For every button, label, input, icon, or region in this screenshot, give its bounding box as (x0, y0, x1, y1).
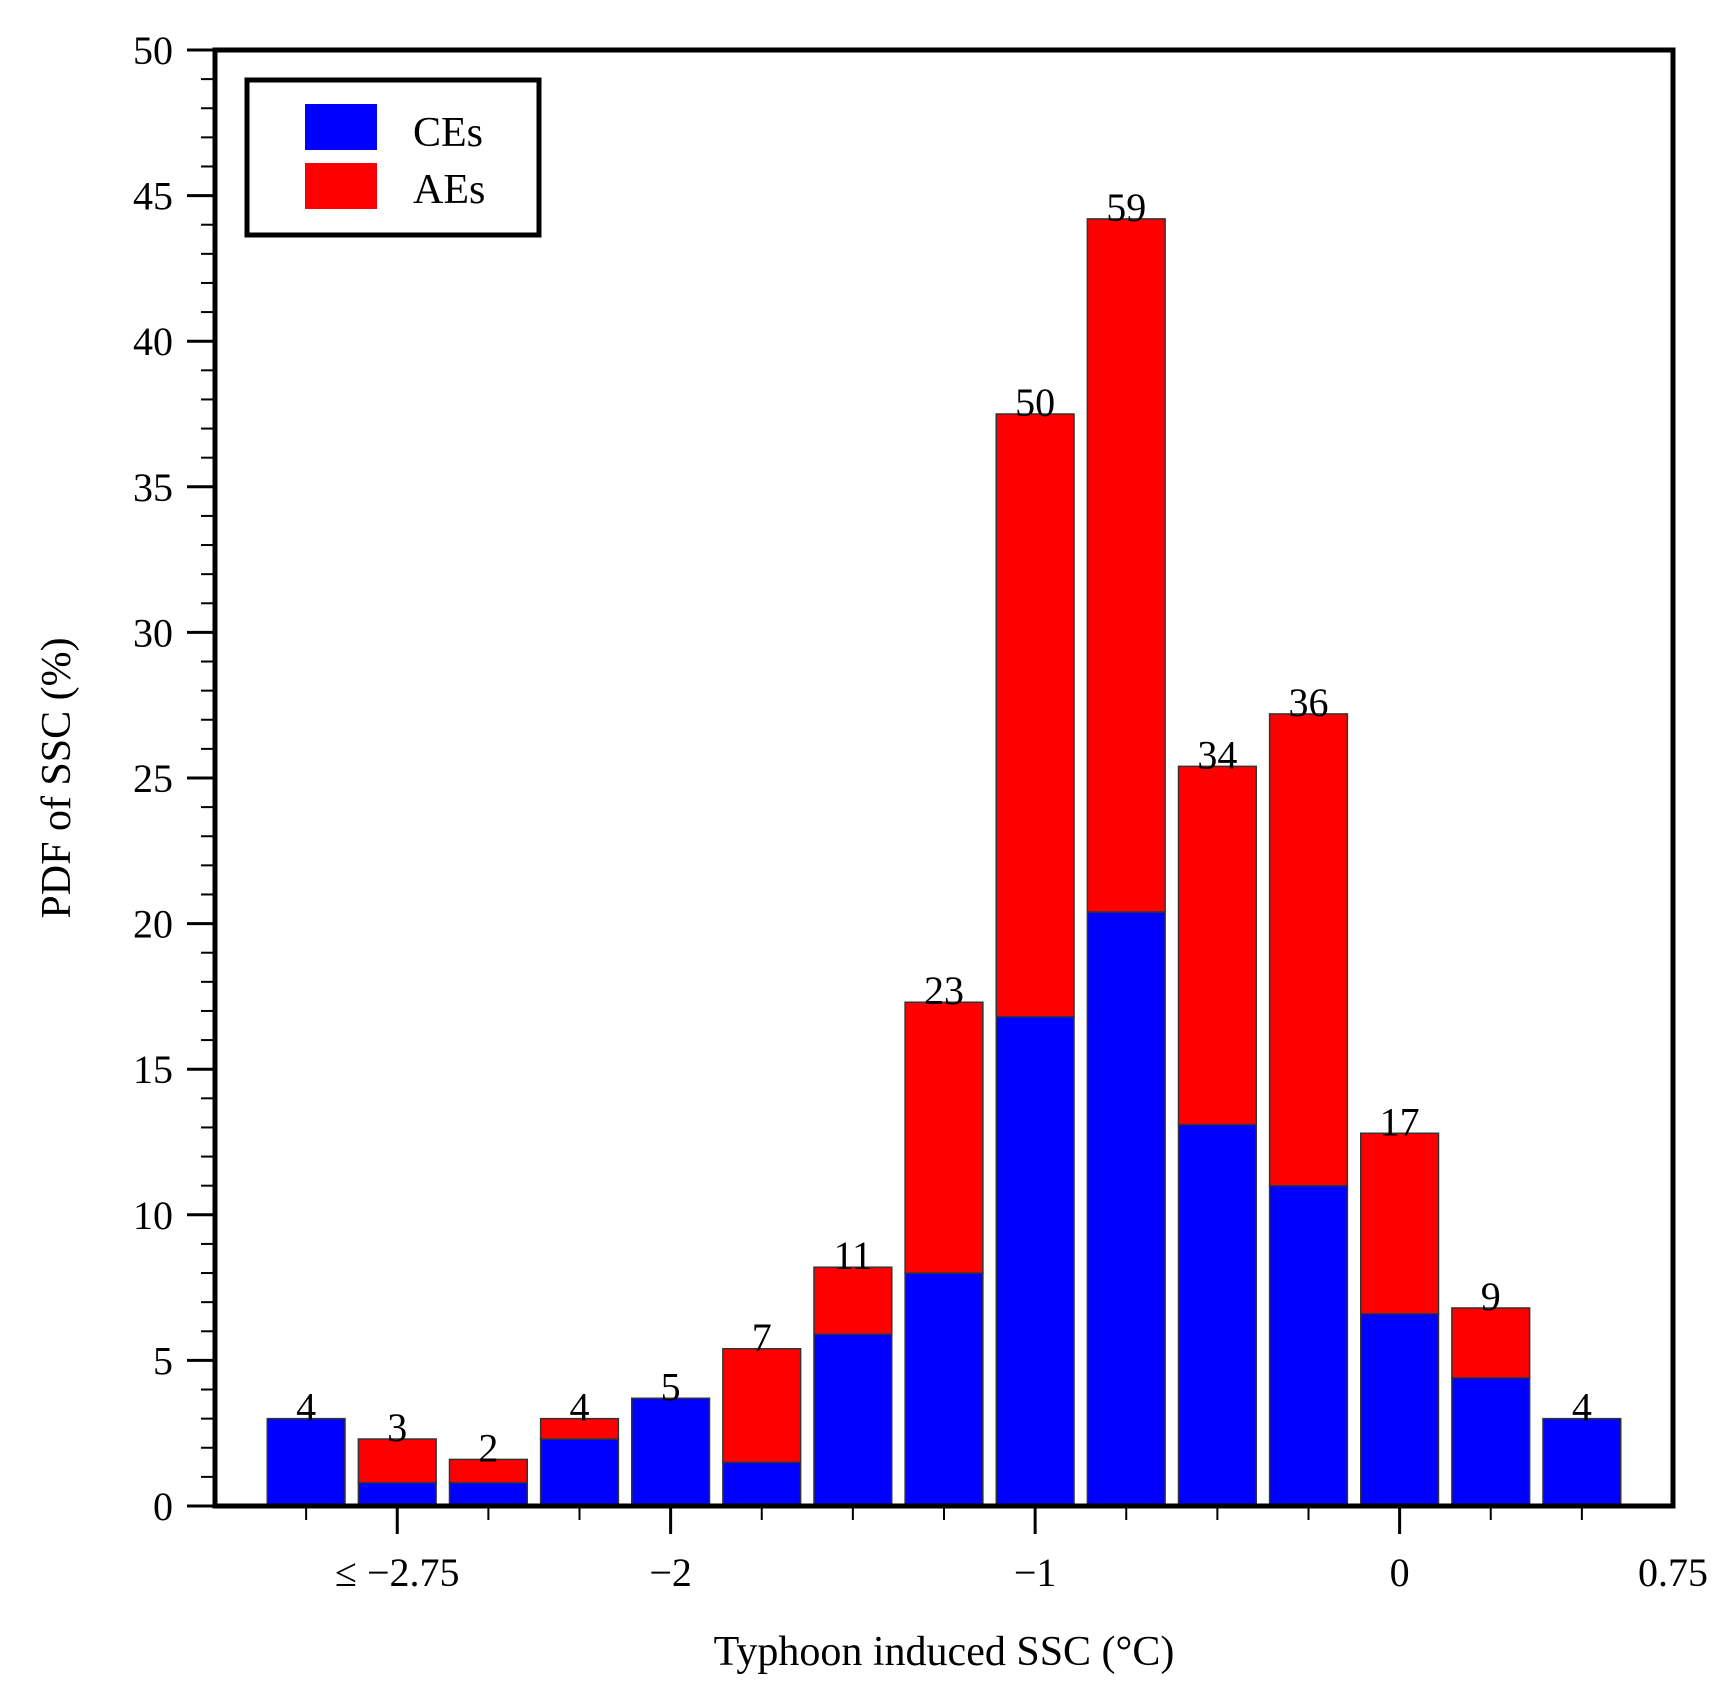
x-tick-label: ≤ −2.75 (335, 1550, 460, 1595)
bar-ces (266, 1417, 346, 1507)
x-tick-label: 0 (1390, 1550, 1410, 1595)
bar-count-label: 7 (752, 1315, 772, 1360)
bar-aes (995, 413, 1075, 1018)
bar-count-label: 4 (570, 1385, 590, 1430)
bar-count-label: 59 (1106, 185, 1146, 230)
x-axis-title: Typhoon induced SSC (°C) (714, 1629, 1175, 1675)
bar-ces (722, 1461, 802, 1507)
legend-label-aes: AEs (413, 167, 485, 213)
bar-count-label: 11 (834, 1233, 873, 1278)
y-tick-label: 15 (133, 1047, 173, 1092)
bar-ces (448, 1481, 529, 1507)
bar-count-label: 34 (1197, 732, 1237, 777)
y-tick-label: 45 (133, 174, 173, 219)
y-axis-ticks: 0 5 10 15 20 25 30 35 40 45 50 (133, 28, 215, 1529)
bar-ces (1177, 1123, 1258, 1507)
bar-count-label: 36 (1289, 680, 1329, 725)
x-tick-label: 0.75 (1638, 1550, 1708, 1595)
bar-ces (357, 1481, 437, 1507)
bar-aes (539, 1417, 620, 1440)
bar-count-label: 50 (1015, 380, 1055, 425)
plot-frame (212, 47, 1676, 1509)
legend-label-ces: CEs (413, 110, 483, 156)
bar-ces (1451, 1377, 1531, 1507)
y-tick-label: 20 (133, 902, 173, 947)
legend-swatch-aes (305, 163, 377, 209)
bar-ces (1359, 1313, 1440, 1507)
bar-aes (813, 1266, 893, 1335)
bar-count-label: 17 (1380, 1099, 1420, 1144)
y-tick-label: 0 (153, 1484, 173, 1529)
bar-ces (630, 1397, 711, 1507)
y-tick-label: 40 (133, 319, 173, 364)
legend-box (244, 77, 542, 238)
bar-count-label: 4 (296, 1385, 316, 1430)
bar-aes (1451, 1307, 1531, 1379)
bar-aes (1177, 765, 1258, 1126)
data-labels-group: 4 3 2 4 5 7 11 23 50 59 34 36 17 9 4 (296, 185, 1592, 1471)
bar-ces (539, 1438, 620, 1507)
bar-ces (1268, 1184, 1349, 1507)
bar-count-label: 9 (1481, 1274, 1501, 1319)
y-tick-label: 30 (133, 610, 173, 655)
y-tick-label: 10 (133, 1193, 173, 1238)
x-tick-label: −2 (649, 1550, 692, 1595)
bar-ces (1542, 1417, 1622, 1507)
bar-aes (1359, 1132, 1440, 1315)
bar-count-label: 3 (387, 1405, 407, 1450)
y-tick-label: 25 (133, 756, 173, 801)
bar-aes (904, 1001, 984, 1274)
x-tick-label: −1 (1014, 1550, 1057, 1595)
bar-count-label: 5 (661, 1364, 681, 1409)
bar-aes (357, 1438, 437, 1484)
bar-ces (813, 1333, 893, 1507)
legend: CEs AEs (244, 77, 542, 238)
y-axis-title: PDF of SSC (%) (34, 637, 80, 918)
bar-ces (1086, 911, 1166, 1507)
y-tick-label: 50 (133, 28, 173, 73)
bars-group (266, 218, 1622, 1507)
x-axis-ticks: ≤ −2.75 −2 −1 0 0.75 (305, 1506, 1708, 1595)
y-tick-label: 5 (153, 1338, 173, 1383)
bar-ces (904, 1272, 984, 1507)
bar-aes (722, 1348, 802, 1464)
legend-swatch-ces (305, 104, 377, 150)
bar-count-label: 2 (478, 1425, 498, 1470)
bar-aes (448, 1458, 529, 1484)
y-tick-label: 35 (133, 465, 173, 510)
bar-ces (995, 1016, 1075, 1507)
bar-aes (1086, 218, 1166, 913)
bar-aes (1268, 713, 1349, 1187)
bar-count-label: 4 (1572, 1385, 1592, 1430)
bar-count-label: 23 (924, 968, 964, 1013)
